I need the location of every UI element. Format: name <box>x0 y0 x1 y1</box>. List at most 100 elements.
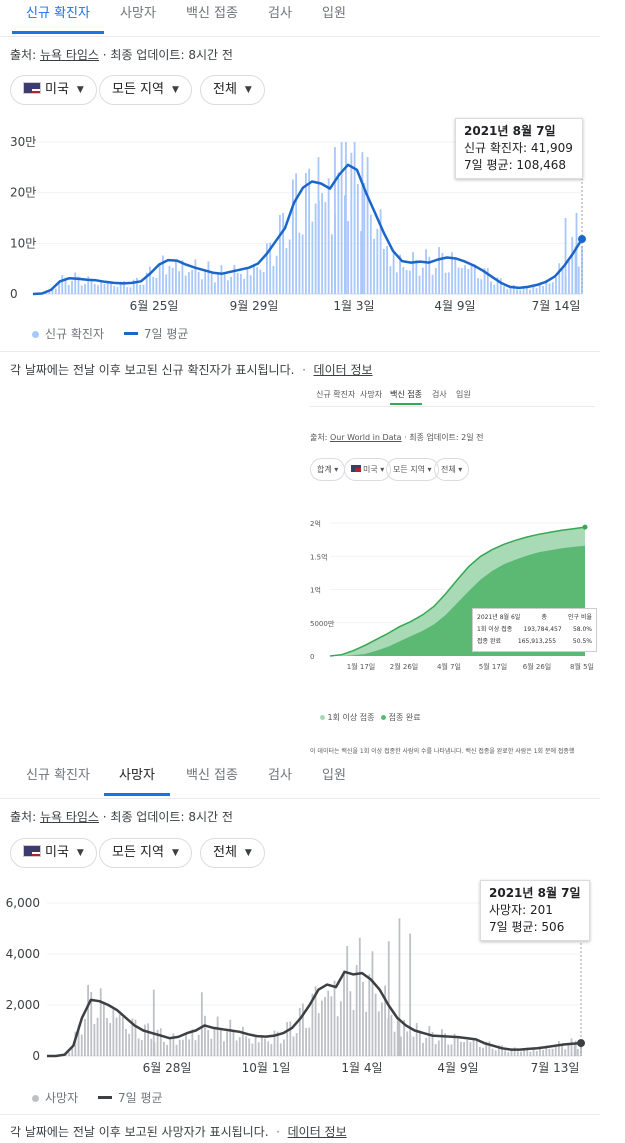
tab-vaccination[interactable]: 백신 접종 <box>186 6 238 21</box>
tab-deaths[interactable]: 사망자 <box>104 762 170 796</box>
tab-vaccination[interactable]: 백신 접종 <box>390 389 422 405</box>
period-select[interactable]: 전체 ▾ <box>434 458 470 481</box>
daily-bar <box>466 1040 469 1056</box>
daily-bar <box>172 1033 175 1056</box>
daily-bar <box>472 1039 475 1056</box>
data-info-link[interactable]: 데이터 정보 <box>313 363 373 377</box>
note-sep: · <box>268 1125 288 1139</box>
daily-bar <box>418 1030 421 1056</box>
tab-new-cases[interactable]: 신규 확진자 <box>316 390 356 399</box>
daily-bar <box>570 1038 573 1056</box>
daily-bar <box>288 239 291 294</box>
daily-bar <box>558 263 561 294</box>
daily-bar <box>428 256 431 294</box>
daily-bar <box>96 1017 99 1056</box>
daily-bar <box>557 1041 560 1056</box>
daily-bar <box>576 1048 579 1056</box>
x-tick-label: 6월 26일 <box>523 662 551 671</box>
daily-bar <box>363 182 366 294</box>
tab-new-cases[interactable]: 신규 확진자 <box>12 0 104 34</box>
daily-bar <box>116 287 119 294</box>
daily-bar <box>304 173 307 294</box>
x-tick-label: 7월 13일 <box>531 1061 580 1075</box>
tab-vaccination[interactable]: 백신 접종 <box>186 768 238 783</box>
daily-bar <box>252 263 255 294</box>
tab-tests[interactable]: 검사 <box>268 6 292 21</box>
daily-bar <box>243 278 246 294</box>
tab-tests[interactable]: 검사 <box>432 390 447 399</box>
source-link[interactable]: Our World in Data <box>329 433 402 442</box>
daily-bar <box>216 1016 219 1056</box>
daily-bar <box>356 184 359 294</box>
daily-bar <box>438 247 440 294</box>
daily-bar <box>197 1035 200 1056</box>
vaccine-chart[interactable]: 0 5000만 1억 1.5억 2억 1월 17일 2월 26일 4월 7일 5월 17일 6월 … <box>310 510 595 695</box>
tab-tests[interactable]: 검사 <box>268 768 292 783</box>
deaths-chart[interactable]: 0 2,000 4,000 6,000 6월 28일 10월 1일 1월 4일 4월 9일 7월… <box>0 880 600 1080</box>
daily-bar <box>412 1036 415 1056</box>
daily-bar <box>126 287 129 294</box>
daily-bar <box>467 268 470 294</box>
region-select[interactable]: 모든 지역 ▼ <box>99 75 192 105</box>
daily-bar <box>207 261 210 294</box>
country-select[interactable]: 미국 ▾ <box>344 458 392 481</box>
us-flag-icon <box>23 82 41 94</box>
daily-bar <box>112 1008 115 1056</box>
daily-bar <box>77 276 80 294</box>
country-select[interactable]: 미국 ▼ <box>10 75 97 105</box>
daily-bar <box>393 1031 396 1056</box>
daily-bar <box>473 264 476 294</box>
region-select[interactable]: 모든 지역 ▼ <box>99 838 192 868</box>
tab-hospitalized[interactable]: 입원 <box>456 390 471 399</box>
tab-new-cases[interactable]: 신규 확진자 <box>26 768 90 783</box>
daily-bar <box>422 1042 424 1056</box>
daily-bar <box>395 272 398 294</box>
daily-bar <box>204 270 207 294</box>
daily-bar <box>169 1037 172 1056</box>
daily-bar <box>513 1047 516 1056</box>
chevron-down-icon: ▼ <box>171 848 179 858</box>
daily-bar <box>217 274 220 294</box>
daily-bar <box>109 1023 112 1056</box>
cases-tab-bar: 신규 확진자 사망자 백신 접종 검사 입원 <box>0 0 600 37</box>
daily-bar <box>510 1048 513 1056</box>
country-select[interactable]: 미국 ▼ <box>10 838 97 868</box>
period-select[interactable]: 전체 ▼ <box>200 75 265 105</box>
daily-bar <box>387 941 390 1056</box>
y-tick-label: 0 <box>10 287 18 301</box>
daily-bar <box>374 993 377 1056</box>
vaccine-note: 이 데이터는 백신을 1회 이상 접종한 사람의 수를 나타냅니다. 백신 접종… <box>310 748 575 755</box>
source-link[interactable]: 뉴욕 타임스 <box>39 48 99 62</box>
data-info-link[interactable]: 데이터 정보 <box>287 1125 347 1139</box>
cases-chart[interactable]: 0 10만 20만 30만 6월 25일 9월 29일 1월 3일 4월 9일 7월 14일 <box>0 118 600 318</box>
vaccine-source-line: 출처: Our World in Data · 최종 업데이트: 2일 전 <box>310 432 484 443</box>
daily-bar <box>408 270 411 294</box>
daily-bar <box>220 265 223 294</box>
daily-bar <box>454 257 457 294</box>
y-tick-label: 2억 <box>310 520 321 528</box>
y-tick-label: 1억 <box>310 587 321 595</box>
daily-bar <box>270 1044 273 1056</box>
daily-bar <box>131 1018 134 1056</box>
daily-bar <box>506 289 509 294</box>
daily-bar <box>269 242 272 294</box>
daily-bar <box>399 254 401 294</box>
tab-deaths[interactable]: 사망자 <box>120 6 156 21</box>
tab-hospitalized[interactable]: 입원 <box>322 768 346 783</box>
dose-select[interactable]: 합계 ▾ <box>310 458 346 481</box>
daily-bar <box>188 1039 191 1056</box>
y-tick-label: 20만 <box>10 186 36 200</box>
tab-deaths[interactable]: 사망자 <box>360 390 383 399</box>
period-select[interactable]: 전체 ▼ <box>200 838 265 868</box>
region-select[interactable]: 모든 지역 ▾ <box>386 458 439 481</box>
daily-bar <box>347 221 350 294</box>
legend-bars-label: 사망자 <box>45 1091 79 1105</box>
daily-bar <box>80 1034 83 1056</box>
chevron-down-icon: ▼ <box>171 85 179 95</box>
tab-hospitalized[interactable]: 입원 <box>322 6 346 21</box>
daily-bar <box>447 1044 450 1056</box>
daily-bar <box>210 1038 213 1056</box>
x-tick-label: 7월 14일 <box>532 299 581 313</box>
daily-bar <box>201 279 203 294</box>
source-link[interactable]: 뉴욕 타임스 <box>39 810 99 824</box>
